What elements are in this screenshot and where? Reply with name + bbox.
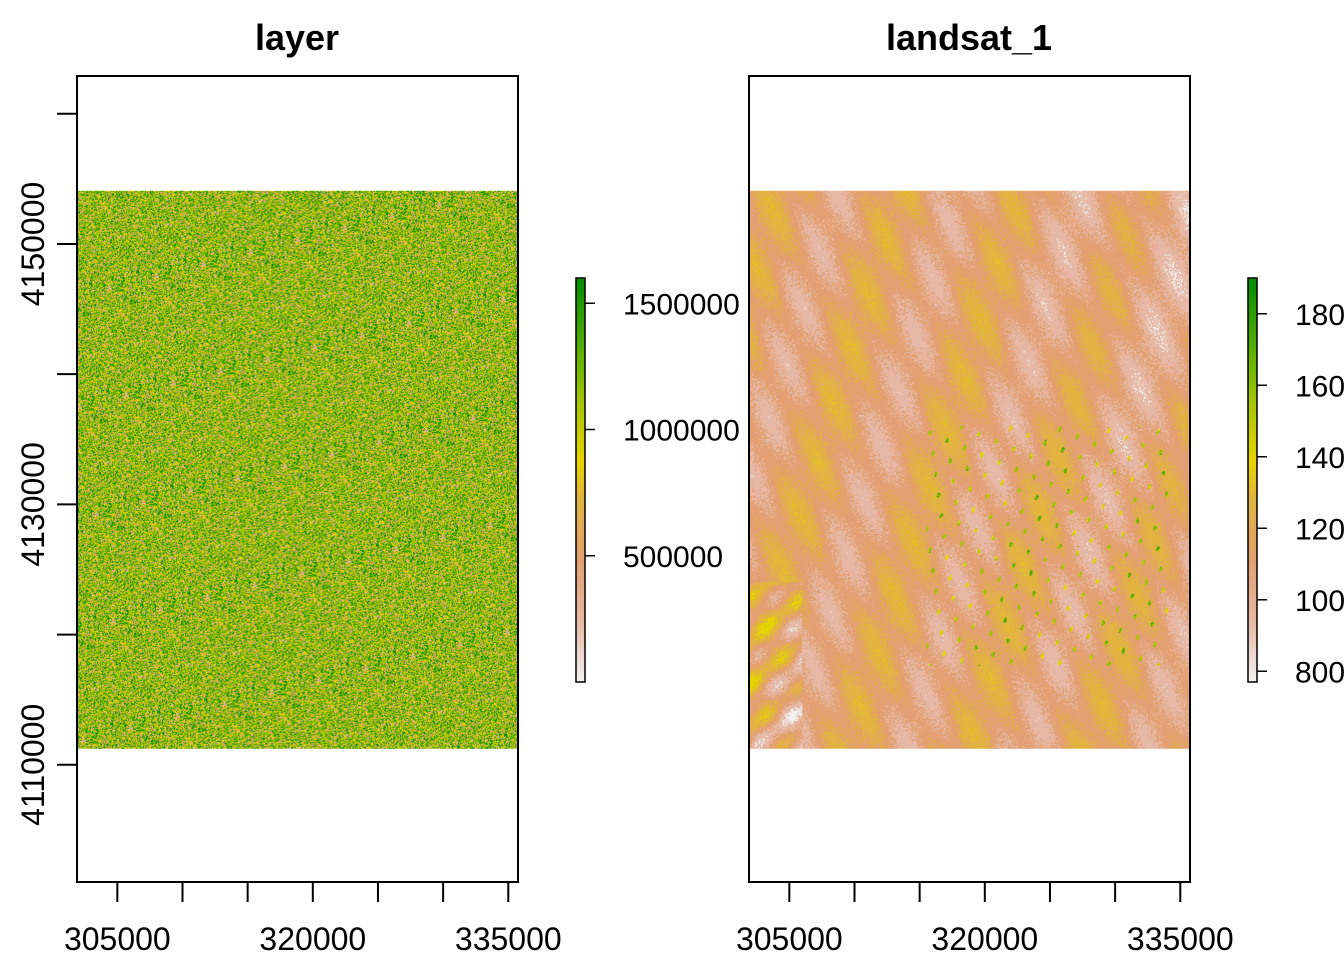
chart-title: landsat_1 <box>886 17 1052 58</box>
x-tick-label: 335000 <box>455 921 562 957</box>
legend-tick-label: 1500000 <box>623 288 740 321</box>
color-legend: 800 100 120 140 160 180 <box>1247 277 1344 689</box>
legend-tick-label: 1000000 <box>623 415 740 448</box>
legend-tick-label: 500000 <box>623 541 723 574</box>
legend-tick-label: 160 <box>1295 370 1344 403</box>
legend-colorbar <box>1247 277 1258 683</box>
x-tick-label: 335000 <box>1127 921 1234 957</box>
x-tick-label: 305000 <box>64 921 171 957</box>
x-axis: 305000 320000 335000 <box>64 881 562 957</box>
raster-cells <box>77 190 518 749</box>
color-legend: 500000 1000000 1500000 <box>575 277 740 683</box>
y-tick-label: 4130000 <box>15 442 51 567</box>
y-tick-label: 4150000 <box>15 182 51 307</box>
x-tick-label: 320000 <box>931 921 1038 957</box>
panel-landsat: landsat_1 305000 320000 335000 800 100 120 14… <box>736 17 1344 957</box>
legend-tick-label: 120 <box>1295 513 1344 546</box>
legend-colorbar <box>575 277 586 683</box>
x-axis: 305000 320000 335000 <box>736 881 1234 957</box>
raster-image <box>77 190 518 749</box>
panel-layer: layer 305000 320000 335000 411000041300004… <box>15 17 740 957</box>
legend-tick-label: 140 <box>1295 442 1344 475</box>
chart-title: layer <box>255 17 339 58</box>
raster-cells <box>749 190 1190 749</box>
x-tick-label: 320000 <box>259 921 366 957</box>
legend-tick-label: 800 <box>1295 656 1344 689</box>
y-axis: 4110000 4130000 4150000 <box>15 112 78 826</box>
legend-tick-label: 100 <box>1295 585 1344 618</box>
legend-tick-label: 180 <box>1295 299 1344 332</box>
x-tick-label: 305000 <box>736 921 843 957</box>
raster-image <box>749 190 1190 749</box>
y-tick-label: 4110000 <box>15 704 51 826</box>
